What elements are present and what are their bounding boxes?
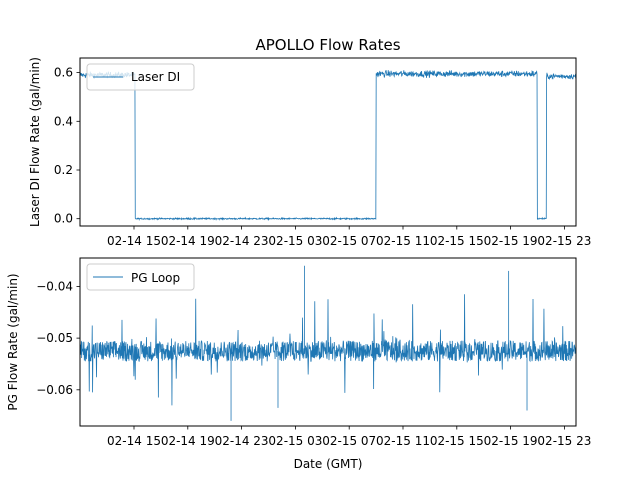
top-legend: Laser DI <box>86 63 195 91</box>
top-axes: 0.00.20.40.6 02-14 15 02-14 19 02-14 23 02-… <box>28 57 591 248</box>
bottom-x-ticks: 02-14 15 02-14 19 02-14 23 02-15 03 02-15 07… <box>107 426 591 448</box>
bottom-y-tick-label: −0.04 <box>36 279 73 293</box>
bottom-axes-frame <box>79 257 577 427</box>
laser-di-series-line <box>80 69 576 222</box>
bottom-x-tick-label: 02-15 03 <box>268 434 322 448</box>
top-x-tick-label: 02-14 23 <box>215 234 269 248</box>
top-x-tick-label: 02-14 15 <box>107 234 161 248</box>
bottom-y-tick-label: −0.06 <box>36 383 73 397</box>
top-y-tick-label: 0.6 <box>54 66 73 80</box>
bottom-x-tick-label: 02-14 15 <box>107 434 161 448</box>
bottom-plot-area <box>80 265 576 421</box>
top-x-ticks: 02-14 15 02-14 19 02-14 23 02-15 03 02-15 07… <box>107 226 591 248</box>
bottom-y-tick-label: −0.05 <box>36 331 73 345</box>
bottom-x-tick-label: 02-15 15 <box>430 434 484 448</box>
bottom-legend: PG Loop <box>86 263 195 291</box>
top-x-tick-label: 02-15 03 <box>268 234 322 248</box>
top-plot-area <box>80 69 576 222</box>
top-y-axis-label: Laser DI Flow Rate (gal/min) <box>28 57 42 227</box>
bottom-x-tick-label: 02-15 11 <box>376 434 430 448</box>
top-x-tick-label: 02-15 11 <box>376 234 430 248</box>
top-y-tick-label: 0.0 <box>54 212 73 226</box>
bottom-x-tick-label: 02-15 23 <box>537 434 591 448</box>
bottom-legend-label: PG Loop <box>131 271 180 285</box>
top-y-tick-label: 0.2 <box>54 163 73 177</box>
bottom-y-ticks: −0.06 −0.05 −0.04 <box>36 279 80 397</box>
top-y-ticks: 0.0 0.2 0.4 0.6 <box>54 66 80 226</box>
bottom-x-tick-label: 02-15 19 <box>484 434 538 448</box>
top-axes-frame <box>79 57 577 227</box>
pg-loop-series-line <box>80 294 576 406</box>
top-x-tick-label: 02-15 19 <box>484 234 538 248</box>
bottom-x-tick-label: 02-14 23 <box>215 434 269 448</box>
chart-title: APOLLO Flow Rates <box>255 36 400 54</box>
bottom-x-tick-label: 02-14 19 <box>161 434 215 448</box>
bottom-x-tick-label: 02-15 07 <box>322 434 376 448</box>
top-x-tick-label: 02-15 15 <box>430 234 484 248</box>
x-axis-label: Date (GMT) <box>294 457 363 471</box>
top-x-tick-label: 02-15 23 <box>537 234 591 248</box>
top-y-tick-label: 0.4 <box>54 114 73 128</box>
bottom-y-axis-label: PG Flow Rate (gal/min) <box>6 273 20 410</box>
top-legend-label: Laser DI <box>131 70 180 84</box>
top-x-tick-label: 02-15 07 <box>322 234 376 248</box>
top-legend-box <box>86 63 195 91</box>
bottom-legend-box <box>86 263 195 291</box>
bottom-axes: −0.06 −0.05 −0.04 02-14 15 02-14 19 02-14 23… <box>6 257 591 471</box>
top-x-tick-label: 02-14 19 <box>161 234 215 248</box>
